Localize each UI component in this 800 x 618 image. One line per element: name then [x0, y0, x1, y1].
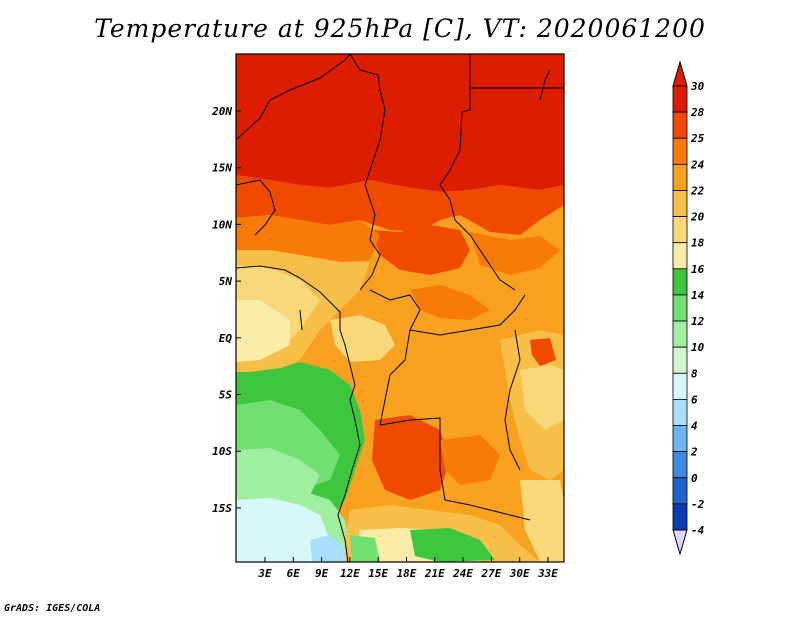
colorbar-label: 28: [690, 106, 705, 119]
lat-tick-label: 10S: [212, 445, 232, 458]
lat-tick-label: 15N: [212, 162, 232, 175]
region-orange-central: [370, 225, 470, 275]
region-hot-north: [236, 54, 564, 192]
colorbar-segment: [672, 346, 688, 374]
colorbar-segment: [672, 477, 688, 505]
lon-tick-label: 6E: [287, 567, 301, 580]
map-title: Temperature at 925hPa [C], VT: 202006120…: [94, 14, 706, 43]
lon-tick-label: 30E: [509, 567, 530, 580]
colorbar-segment: [672, 372, 688, 400]
lon-tick-label: 18E: [397, 567, 417, 580]
colorbar-label: 25: [690, 132, 705, 145]
colorbar-label: -2: [691, 498, 705, 511]
lat-tick-label: 15S: [212, 502, 232, 515]
lon-tick-label: 27E: [480, 567, 501, 580]
colorbar-segment: [672, 190, 688, 217]
lat-tick-label: 5N: [219, 275, 233, 288]
lon-tick-label: 33E: [537, 567, 558, 580]
colorbar-label: 14: [691, 289, 705, 302]
colorbar-label: -4: [691, 524, 705, 537]
colorbar-label: 4: [691, 420, 698, 433]
colorbar-segment: [672, 503, 688, 531]
colorbar-segment: [672, 294, 688, 322]
lat-tick-label: 20N: [211, 105, 232, 118]
lon-tick-label: 21E: [424, 567, 445, 580]
colorbar-label: 8: [691, 367, 698, 380]
colorbar-label: 0: [691, 472, 698, 485]
lon-tick-label: 24E: [452, 567, 473, 580]
longitude-axis: 3E 6E 9E 12E 15E 18E 21E 24E 27E 30E 33E: [257, 557, 558, 580]
colorbar-label: 12: [691, 315, 705, 328]
colorbar-label: 22: [690, 184, 705, 197]
colorbar-label: 18: [691, 237, 705, 250]
latitude-axis: 20N 15N 10N 5N EQ 5S 10S 15S: [211, 105, 241, 515]
lon-tick-label: 9E: [315, 567, 329, 580]
colorbar-segment: [672, 163, 688, 191]
lat-tick-label: 10N: [212, 218, 232, 231]
region-green-south: [410, 528, 495, 562]
region-blue: [310, 535, 345, 562]
region-orange-angola: [372, 415, 450, 500]
colorbar-label: 2: [690, 446, 698, 459]
region-orange-sahel: [236, 175, 564, 235]
colorbar-label: 20: [690, 211, 705, 224]
colorbar-segment: [672, 216, 688, 244]
colorbar-segment: [672, 451, 688, 479]
colorbar-label: 16: [691, 263, 705, 276]
colorbar-label: 24: [690, 158, 705, 171]
lon-tick-label: 3E: [257, 567, 272, 580]
colorbar-segment: [672, 111, 688, 139]
colorbar-segment: [672, 242, 688, 270]
lon-tick-label: 15E: [368, 567, 388, 580]
colorbar-label: 10: [691, 341, 705, 354]
country-borders: [236, 54, 564, 562]
colorbar-segment: [672, 137, 688, 165]
map-frame: [235, 53, 565, 563]
grads-credit: GrADS: IGES/COLA: [4, 603, 101, 614]
colorbar-label: 30: [690, 80, 705, 93]
region-orange-drc: [410, 285, 490, 320]
colorbar-top-arrow: [672, 60, 688, 87]
lat-tick-label: EQ: [219, 332, 233, 345]
lat-tick-label: 5S: [219, 389, 233, 402]
colorbar-segment: [672, 85, 688, 113]
colorbar-label: 6: [691, 393, 698, 406]
lon-tick-label: 12E: [340, 567, 360, 580]
colorbar-segment: [672, 399, 688, 426]
region-pale-cyan: [236, 498, 330, 562]
temperature-field: [236, 54, 564, 562]
colorbar-segment: [672, 425, 688, 453]
colorbar-segment: [672, 320, 688, 348]
colorbar-segment: [672, 268, 688, 296]
colorbar-bottom-arrow: [672, 529, 688, 556]
